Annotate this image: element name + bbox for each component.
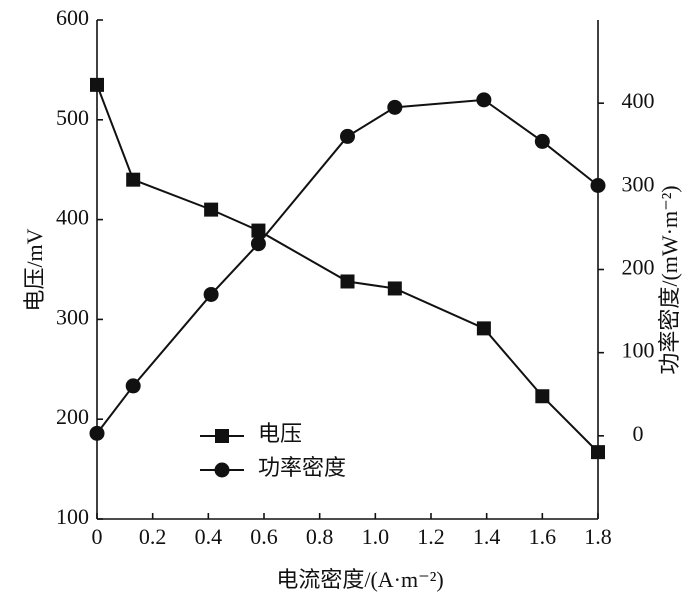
x-tick-label: 1.8 bbox=[584, 524, 612, 549]
marker bbox=[387, 281, 402, 296]
x-tick-label: 1.0 bbox=[362, 524, 390, 549]
legend-marker bbox=[215, 429, 229, 443]
marker bbox=[90, 77, 104, 92]
marker bbox=[591, 445, 605, 460]
y2-tick-label: 0 bbox=[633, 421, 644, 446]
legend-label: 功率密度 bbox=[258, 455, 346, 480]
y-tick-label: 300 bbox=[56, 304, 89, 329]
legend-marker bbox=[214, 462, 230, 478]
marker bbox=[125, 378, 141, 394]
marker bbox=[340, 274, 355, 289]
x-tick-label: 1.6 bbox=[529, 524, 557, 549]
x-axis-label: 电流密度/(A·m⁻²) bbox=[276, 567, 443, 592]
y2-tick-label: 400 bbox=[622, 88, 655, 113]
x-tick-label: 0.8 bbox=[306, 524, 334, 549]
x-tick-label: 0.4 bbox=[195, 524, 223, 549]
legend-label: 电压 bbox=[258, 421, 302, 446]
y-axis-label: 电压/mV bbox=[22, 228, 47, 311]
marker bbox=[590, 178, 606, 194]
series-line bbox=[96, 98, 599, 434]
marker bbox=[89, 425, 105, 441]
x-tick-label: 1.2 bbox=[417, 524, 445, 549]
y-tick-label: 100 bbox=[56, 504, 89, 529]
marker bbox=[340, 128, 355, 144]
x-tick-label: 0 bbox=[92, 524, 103, 549]
y-tick-label: 600 bbox=[56, 5, 89, 30]
marker bbox=[204, 202, 219, 217]
y-tick-label: 500 bbox=[56, 105, 89, 130]
x-tick-label: 0.2 bbox=[139, 524, 167, 549]
marker bbox=[476, 92, 492, 108]
y2-tick-label: 200 bbox=[622, 255, 655, 280]
y2-tick-label: 100 bbox=[622, 338, 655, 363]
x-tick-label: 1.4 bbox=[473, 524, 501, 549]
marker bbox=[534, 133, 550, 149]
marker bbox=[535, 389, 550, 404]
marker bbox=[251, 223, 266, 238]
marker bbox=[476, 321, 491, 336]
marker bbox=[203, 286, 219, 302]
y2-tick-label: 300 bbox=[622, 171, 655, 196]
x-tick-label: 0.6 bbox=[250, 524, 278, 549]
marker bbox=[387, 99, 403, 115]
y2-axis-label: 功率密度/(mW·m⁻²) bbox=[657, 185, 682, 374]
y-tick-label: 200 bbox=[56, 404, 89, 429]
y-tick-label: 400 bbox=[56, 205, 89, 230]
marker bbox=[250, 236, 266, 252]
marker bbox=[126, 172, 141, 187]
